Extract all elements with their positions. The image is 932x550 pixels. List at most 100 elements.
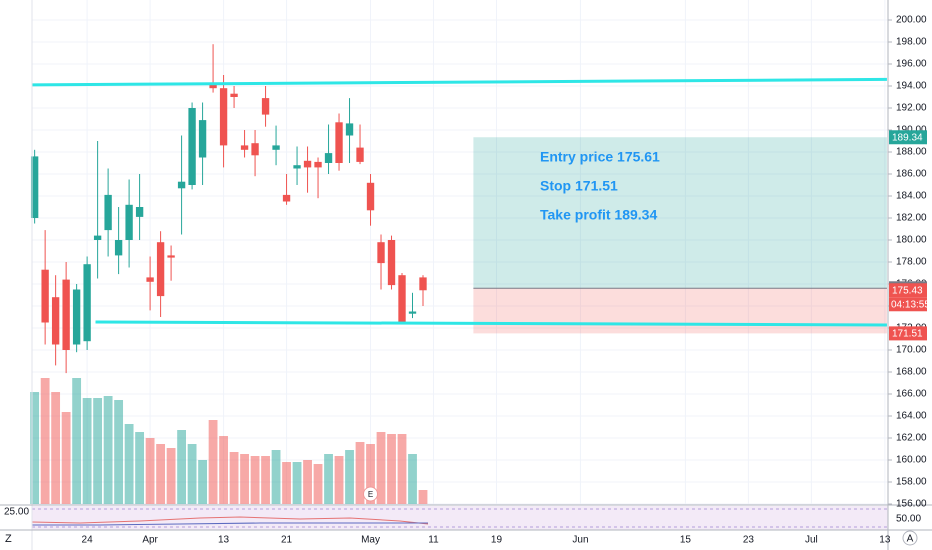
candle-body (72, 289, 81, 345)
y-tick-label: 160.00 (896, 455, 927, 466)
candle-body (419, 277, 427, 291)
volume-bar (397, 434, 407, 504)
volume-bar (261, 456, 270, 504)
y-tick-label: 158.00 (896, 477, 927, 488)
candle-body (261, 98, 270, 115)
y-tick-label: 200.00 (896, 15, 927, 26)
volume-bar (198, 460, 207, 504)
volume-bar (156, 444, 166, 504)
last-price-badge-bg (889, 283, 927, 298)
volume-bar (166, 448, 176, 504)
candle-body (188, 108, 196, 185)
candle-body (324, 153, 333, 163)
stop-badge: 171.51 (892, 329, 923, 340)
volume-bar (72, 378, 82, 504)
volume-bar (219, 436, 228, 504)
indicator-line (32, 522, 428, 526)
plot: Entry price 175.61 Stop 171.51 Take profit… (30, 44, 887, 504)
y-tick-label: 170.00 (896, 345, 927, 356)
countdown-bg (889, 297, 927, 312)
x-tick-label: 23 (743, 535, 755, 546)
x-tick-label: May (361, 535, 380, 546)
stop-badge-bg (889, 326, 927, 341)
y-tick-label: 178.00 (896, 257, 927, 268)
x-tick-label: 21 (281, 535, 293, 546)
volume-bar (366, 444, 375, 504)
volume-bar (355, 442, 365, 504)
y-tick-label: 196.00 (896, 59, 927, 70)
candle-body (146, 277, 154, 282)
corner-left[interactable]: Z (5, 533, 12, 545)
volume-bar (313, 464, 323, 504)
position-label: Stop 171.51 (540, 178, 618, 194)
volume-bar (145, 438, 155, 504)
volume-bar (30, 392, 40, 504)
x-tick-label: Jul (805, 535, 818, 546)
volume-bar (250, 456, 260, 504)
y-tick-label: 162.00 (896, 433, 927, 444)
candle-body (114, 240, 123, 256)
volume-bar (40, 378, 50, 504)
candle-body (167, 255, 175, 258)
y-tick-label: 192.00 (896, 103, 927, 114)
volume-bar (376, 432, 386, 504)
x-tick-label: Jun (572, 535, 588, 546)
y-tick-label: 164.00 (896, 411, 927, 422)
y-tick-label: 156.00 (896, 499, 927, 510)
volume-bar (229, 452, 239, 504)
volume-bar (418, 490, 428, 504)
volume-bar (292, 462, 302, 504)
volume-bar (135, 432, 145, 504)
candle-body (282, 194, 291, 202)
corner-right[interactable]: A (907, 534, 914, 545)
candle-body (230, 93, 238, 97)
earnings-label: E (368, 490, 373, 499)
position-label: Entry price 175.61 (540, 149, 660, 165)
volume-bar (114, 400, 124, 504)
candle-body (209, 84, 217, 89)
candle-body (272, 145, 280, 150)
volume-bar (61, 412, 71, 504)
candle-body (387, 240, 396, 286)
candle-body (251, 143, 259, 156)
volume-bar (345, 450, 354, 504)
profit-zone (473, 137, 887, 289)
x-tick-label: 15 (680, 535, 692, 546)
y-tick-label: 188.00 (896, 147, 927, 158)
candle-body (377, 242, 385, 264)
volume-bar (387, 434, 396, 504)
x-tick-label: Apr (142, 535, 158, 546)
candle-body (135, 207, 144, 217)
candle-body (125, 204, 133, 240)
volume-bar (303, 460, 312, 504)
volume-bar (324, 454, 333, 504)
x-tick-label: 19 (491, 535, 503, 546)
y-tick-label: 186.00 (896, 169, 927, 180)
candle-body (366, 182, 375, 211)
indicator-pane (32, 506, 888, 530)
candle-body (356, 147, 364, 162)
candle-body (198, 120, 207, 158)
volume-bar (408, 454, 417, 504)
candle-body (335, 122, 343, 163)
volume-bar (82, 398, 92, 504)
volume-bar (187, 444, 197, 504)
countdown: 04:13:55 (891, 299, 930, 310)
candle-body (156, 242, 165, 297)
y-tick-label: 198.00 (896, 37, 927, 48)
indicator-right-label: 50.00 (896, 514, 921, 525)
earnings-marker (363, 486, 379, 502)
indicator-line (31, 516, 429, 525)
volume-bar (334, 456, 344, 504)
candle-body (93, 235, 102, 240)
volume-bar (103, 396, 113, 504)
candle-body (345, 123, 354, 136)
corner-right-button[interactable] (902, 530, 918, 546)
indicator-left-label: 25.00 (4, 507, 29, 518)
y-tick-label: 180.00 (896, 235, 927, 246)
candle-body (240, 145, 249, 150)
candle-body (41, 269, 49, 323)
x-tick-label: 13 (879, 535, 891, 546)
indicator-left-box (2, 506, 30, 518)
